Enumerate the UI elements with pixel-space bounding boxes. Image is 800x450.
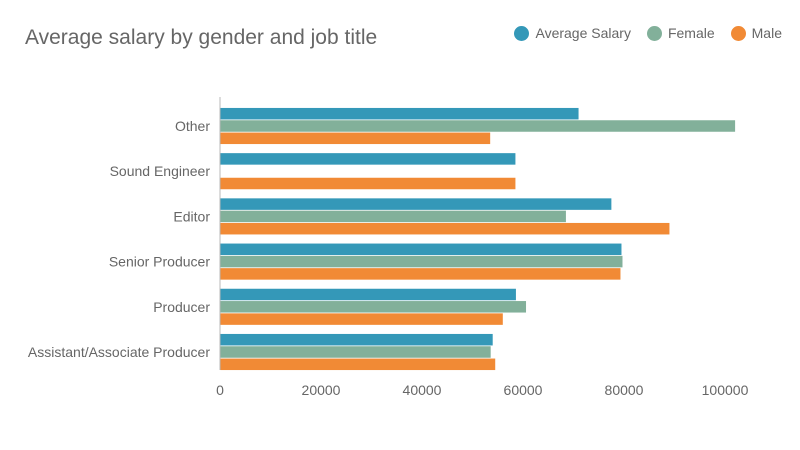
bar-male-sound-engineer: [220, 177, 516, 190]
bar-male-assistant-associate-producer: [220, 358, 496, 371]
legend-swatch-male: [730, 25, 746, 41]
x-tick-label: 0: [216, 382, 224, 398]
legend-item-average-salary[interactable]: Average Salary: [514, 25, 631, 41]
bar-female-editor: [220, 210, 566, 223]
chart-title: Average salary by gender and job title: [25, 26, 378, 49]
bar-male-other: [220, 132, 491, 145]
legend-label-female: Female: [667, 25, 715, 41]
legend-label-male: Male: [751, 25, 782, 41]
category-label-editor: Editor: [173, 208, 210, 224]
x-tick-label: 80000: [605, 382, 644, 398]
bar-female-senior-producer: [220, 255, 623, 268]
bar-male-editor: [220, 222, 670, 235]
bar-average-salary-sound-engineer: [220, 153, 516, 165]
bar-male-producer: [220, 313, 503, 325]
category-label-other: Other: [175, 118, 210, 134]
legend-item-female[interactable]: Female: [646, 25, 715, 41]
category-label-producer: Producer: [153, 299, 210, 315]
category-label-sound-engineer: Sound Engineer: [110, 163, 211, 179]
legend-swatch-female: [646, 25, 662, 41]
bar-female-other: [220, 120, 736, 132]
x-tick-label: 40000: [403, 382, 442, 398]
legend-swatch-average-salary: [514, 25, 530, 41]
category-label-assistant-associate-producer: Assistant/Associate Producer: [28, 344, 210, 360]
bar-average-salary-producer: [220, 288, 516, 301]
bar-average-salary-assistant-associate-producer: [220, 333, 493, 346]
bar-average-salary-editor: [220, 198, 612, 210]
bar-average-salary-other: [220, 107, 579, 120]
bar-female-assistant-associate-producer: [220, 346, 491, 358]
category-label-senior-producer: Senior Producer: [109, 254, 211, 270]
legend-label-average-salary: Average Salary: [535, 25, 631, 41]
x-tick-label: 100000: [702, 382, 749, 398]
legend-item-male[interactable]: Male: [730, 25, 782, 41]
bar-average-salary-senior-producer: [220, 243, 622, 256]
x-tick-label: 60000: [504, 382, 543, 398]
bar-male-senior-producer: [220, 268, 621, 280]
bar-female-producer: [220, 301, 527, 313]
legend: Average Salary Female Male: [514, 25, 782, 41]
x-tick-label: 20000: [302, 382, 341, 398]
